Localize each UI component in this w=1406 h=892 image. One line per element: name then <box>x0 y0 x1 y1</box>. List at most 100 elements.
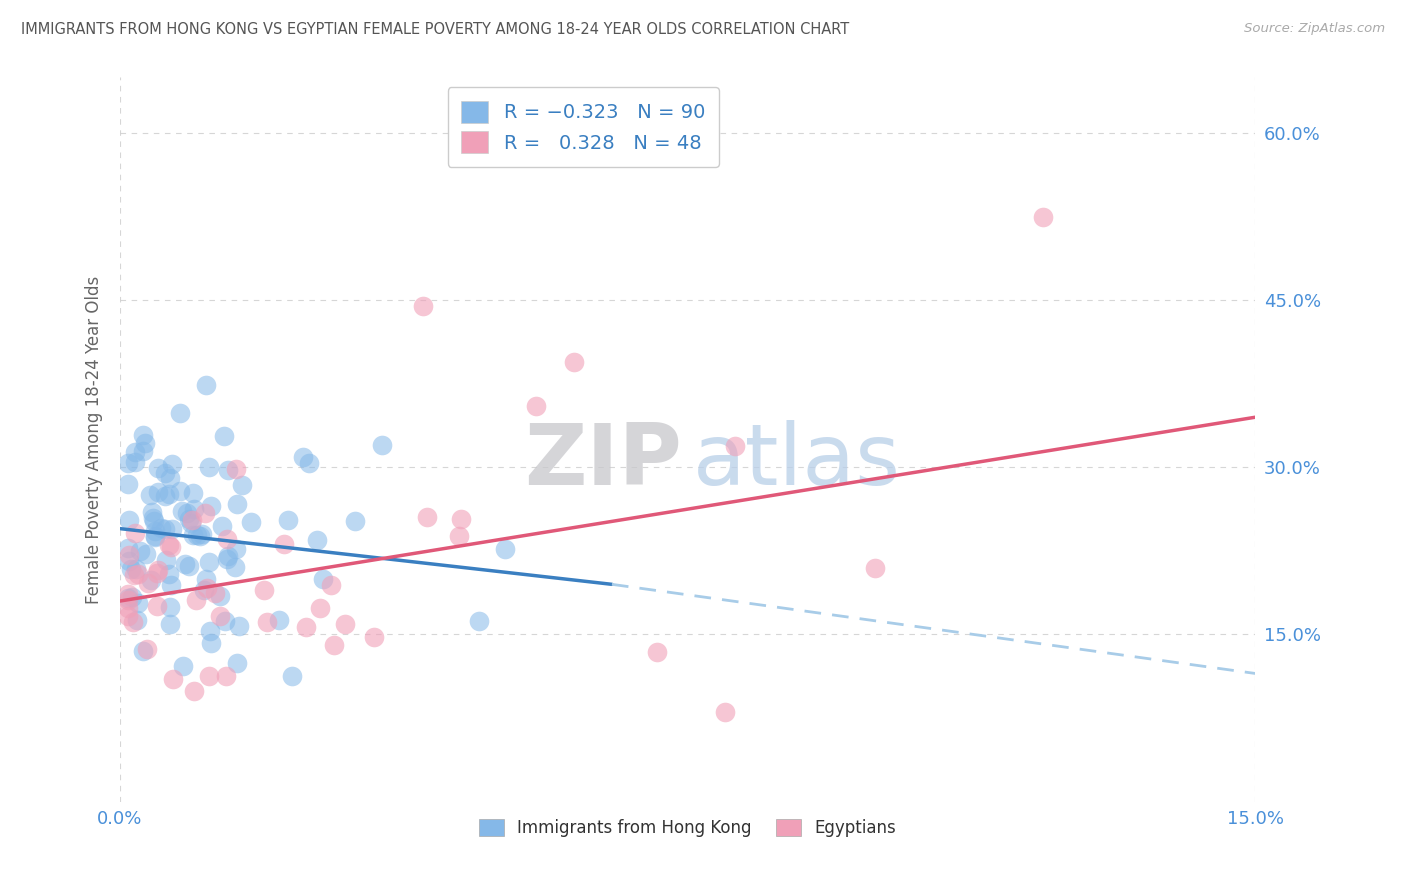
Point <box>155 466 177 480</box>
Point <box>724 438 747 452</box>
Point <box>231 478 253 492</box>
Point <box>195 572 218 586</box>
Point <box>160 541 183 555</box>
Point <box>450 511 472 525</box>
Point <box>169 484 191 499</box>
Point <box>494 541 516 556</box>
Point <box>295 619 318 633</box>
Point <box>122 567 145 582</box>
Point <box>447 529 470 543</box>
Y-axis label: Female Poverty Among 18-24 Year Olds: Female Poverty Among 18-24 Year Olds <box>86 276 103 604</box>
Point <box>159 617 181 632</box>
Point <box>117 587 139 601</box>
Point <box>117 541 139 555</box>
Point <box>145 599 167 613</box>
Point <box>120 562 142 576</box>
Point <box>273 537 295 551</box>
Point <box>228 619 250 633</box>
Point <box>204 586 226 600</box>
Point <box>127 566 149 581</box>
Point <box>139 488 162 502</box>
Point <box>416 509 439 524</box>
Point <box>308 600 330 615</box>
Point <box>211 518 233 533</box>
Point <box>160 457 183 471</box>
Point <box>198 669 221 683</box>
Point <box>277 513 299 527</box>
Point <box>524 399 547 413</box>
Point <box>240 515 263 529</box>
Point <box>153 523 176 537</box>
Point <box>139 573 162 587</box>
Point <box>124 526 146 541</box>
Point <box>312 572 335 586</box>
Point <box>136 575 159 590</box>
Text: atlas: atlas <box>693 420 901 503</box>
Point <box>153 489 176 503</box>
Point <box>224 560 246 574</box>
Point <box>117 456 139 470</box>
Point <box>132 428 155 442</box>
Point <box>363 630 385 644</box>
Point <box>143 514 166 528</box>
Point <box>124 444 146 458</box>
Point <box>645 645 668 659</box>
Point <box>172 658 194 673</box>
Point <box>146 485 169 500</box>
Point <box>162 522 184 536</box>
Point <box>298 457 321 471</box>
Point <box>195 581 218 595</box>
Point <box>183 502 205 516</box>
Point <box>863 561 886 575</box>
Point <box>117 600 139 615</box>
Point <box>212 429 235 443</box>
Point <box>214 669 236 683</box>
Point <box>118 548 141 562</box>
Point <box>209 590 232 604</box>
Point <box>121 590 143 604</box>
Text: ZIP: ZIP <box>524 420 682 503</box>
Point <box>714 706 737 720</box>
Point <box>141 505 163 519</box>
Point <box>225 656 247 670</box>
Point <box>177 512 200 526</box>
Point <box>180 516 202 530</box>
Point <box>127 596 149 610</box>
Point <box>142 511 165 525</box>
Point <box>146 566 169 580</box>
Point <box>208 609 231 624</box>
Point <box>177 558 200 573</box>
Point <box>132 644 155 658</box>
Point <box>128 544 150 558</box>
Point <box>281 668 304 682</box>
Point <box>225 542 247 557</box>
Point <box>145 529 167 543</box>
Point <box>143 530 166 544</box>
Point <box>183 527 205 541</box>
Legend: Immigrants from Hong Kong, Egyptians: Immigrants from Hong Kong, Egyptians <box>472 813 903 844</box>
Point <box>323 638 346 652</box>
Text: IMMIGRANTS FROM HONG KONG VS EGYPTIAN FEMALE POVERTY AMONG 18-24 YEAR OLDS CORRE: IMMIGRANTS FROM HONG KONG VS EGYPTIAN FE… <box>21 22 849 37</box>
Point <box>146 563 169 577</box>
Point <box>194 506 217 520</box>
Point <box>173 557 195 571</box>
Point <box>118 554 141 568</box>
Point <box>135 547 157 561</box>
Point <box>214 614 236 628</box>
Point <box>157 538 180 552</box>
Point <box>159 599 181 614</box>
Point <box>124 455 146 469</box>
Point <box>169 406 191 420</box>
Point <box>562 354 585 368</box>
Point <box>149 521 172 535</box>
Point <box>170 504 193 518</box>
Point <box>217 549 239 563</box>
Point <box>225 462 247 476</box>
Point <box>155 553 177 567</box>
Point <box>146 461 169 475</box>
Point <box>183 683 205 698</box>
Point <box>117 608 139 623</box>
Point <box>188 529 211 543</box>
Point <box>125 561 148 575</box>
Point <box>412 299 434 313</box>
